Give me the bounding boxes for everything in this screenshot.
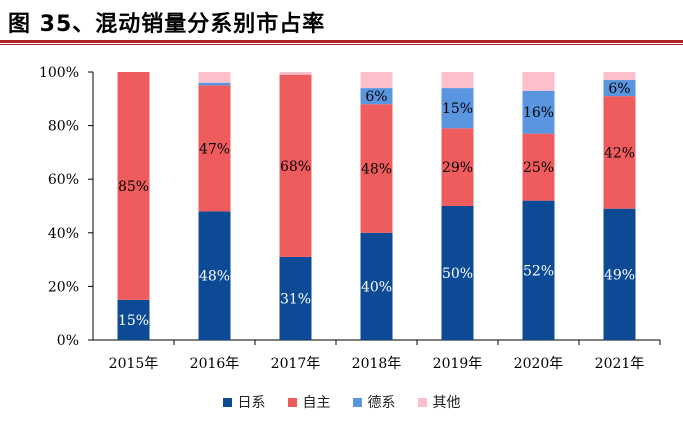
bar-segment <box>360 72 393 89</box>
bar-segment <box>603 72 636 81</box>
bar-segment <box>279 74 312 257</box>
bar-segment <box>198 82 231 86</box>
data-label: 42% <box>604 145 635 161</box>
y-tick-label: 60% <box>48 172 79 188</box>
data-label: 85% <box>118 179 149 195</box>
x-tick-label: 2018年 <box>352 356 402 372</box>
data-label: 48% <box>199 269 230 285</box>
bar-segment <box>198 85 231 212</box>
bar-segment <box>603 208 636 340</box>
bar-segment <box>198 211 231 340</box>
bar-segment <box>441 72 474 89</box>
title-bar: 图 35、混动销量分系别市占率 <box>0 0 683 48</box>
title-rule-thin <box>0 44 683 45</box>
data-label: 15% <box>442 101 473 117</box>
y-tick-label: 40% <box>48 226 79 242</box>
data-label: 49% <box>604 267 635 283</box>
data-label: 31% <box>280 291 311 307</box>
page-title: 图 35、混动销量分系别市占率 <box>8 12 326 37</box>
y-tick-label: 80% <box>48 119 79 135</box>
x-tick-label: 2017年 <box>271 356 321 372</box>
chart-legend: 日系 自主 德系 其他 <box>0 392 683 412</box>
legend-label: 自主 <box>302 395 331 411</box>
bar-segment <box>117 299 150 340</box>
bar-segment <box>360 232 393 340</box>
x-tick-label: 2015年 <box>109 356 159 372</box>
y-tick-label: 0% <box>57 333 79 349</box>
bar-segment <box>360 88 393 105</box>
bar-segment <box>279 256 312 340</box>
bar-segment <box>441 88 474 129</box>
data-label: 48% <box>361 161 392 177</box>
legend-swatch <box>417 397 427 407</box>
legend-item: 自主 <box>287 392 331 412</box>
stacked-bar-chart: 0% 20% 40% 60% 80% 100% 15% 85% 2015年 48% 47% 2016年… <box>39 65 661 372</box>
bar-segment <box>522 200 555 340</box>
bar-segment <box>279 72 312 75</box>
legend-swatch <box>287 397 297 407</box>
bar-segment <box>441 206 474 340</box>
bar-segment <box>198 72 231 83</box>
bar-segment <box>117 72 150 300</box>
bar-segment <box>441 128 474 206</box>
legend-item: 其他 <box>417 392 461 412</box>
legend-label: 德系 <box>367 395 396 411</box>
bar-segment <box>603 96 636 209</box>
bar-segment <box>522 72 555 91</box>
legend-label: 日系 <box>237 395 266 411</box>
x-tick-label: 2019年 <box>433 356 483 372</box>
data-label: 6% <box>365 89 387 105</box>
y-tick-label: 20% <box>48 279 79 295</box>
data-label: 15% <box>118 313 149 329</box>
title-rule <box>0 40 683 43</box>
data-label: 50% <box>442 266 473 282</box>
data-label: 16% <box>523 105 554 121</box>
bar-segment <box>603 80 636 97</box>
data-label: 47% <box>199 141 230 157</box>
bar-segment <box>522 90 555 134</box>
x-tick-label: 2020年 <box>514 356 564 372</box>
data-label: 29% <box>442 160 473 176</box>
x-tick-label: 2021年 <box>595 356 645 372</box>
legend-label: 其他 <box>432 395 461 411</box>
data-label: 40% <box>361 279 392 295</box>
data-label: 25% <box>523 160 554 176</box>
legend-item: 日系 <box>222 392 266 412</box>
bar-segment <box>360 104 393 233</box>
data-label: 68% <box>280 159 311 175</box>
legend-item: 德系 <box>352 392 396 412</box>
legend-swatch <box>352 397 362 407</box>
data-label: 6% <box>608 81 630 97</box>
x-tick-label: 2016年 <box>190 356 240 372</box>
data-label: 52% <box>523 263 554 279</box>
legend-swatch <box>222 397 232 407</box>
bar-segment <box>522 133 555 201</box>
y-tick-label: 100% <box>39 65 79 81</box>
